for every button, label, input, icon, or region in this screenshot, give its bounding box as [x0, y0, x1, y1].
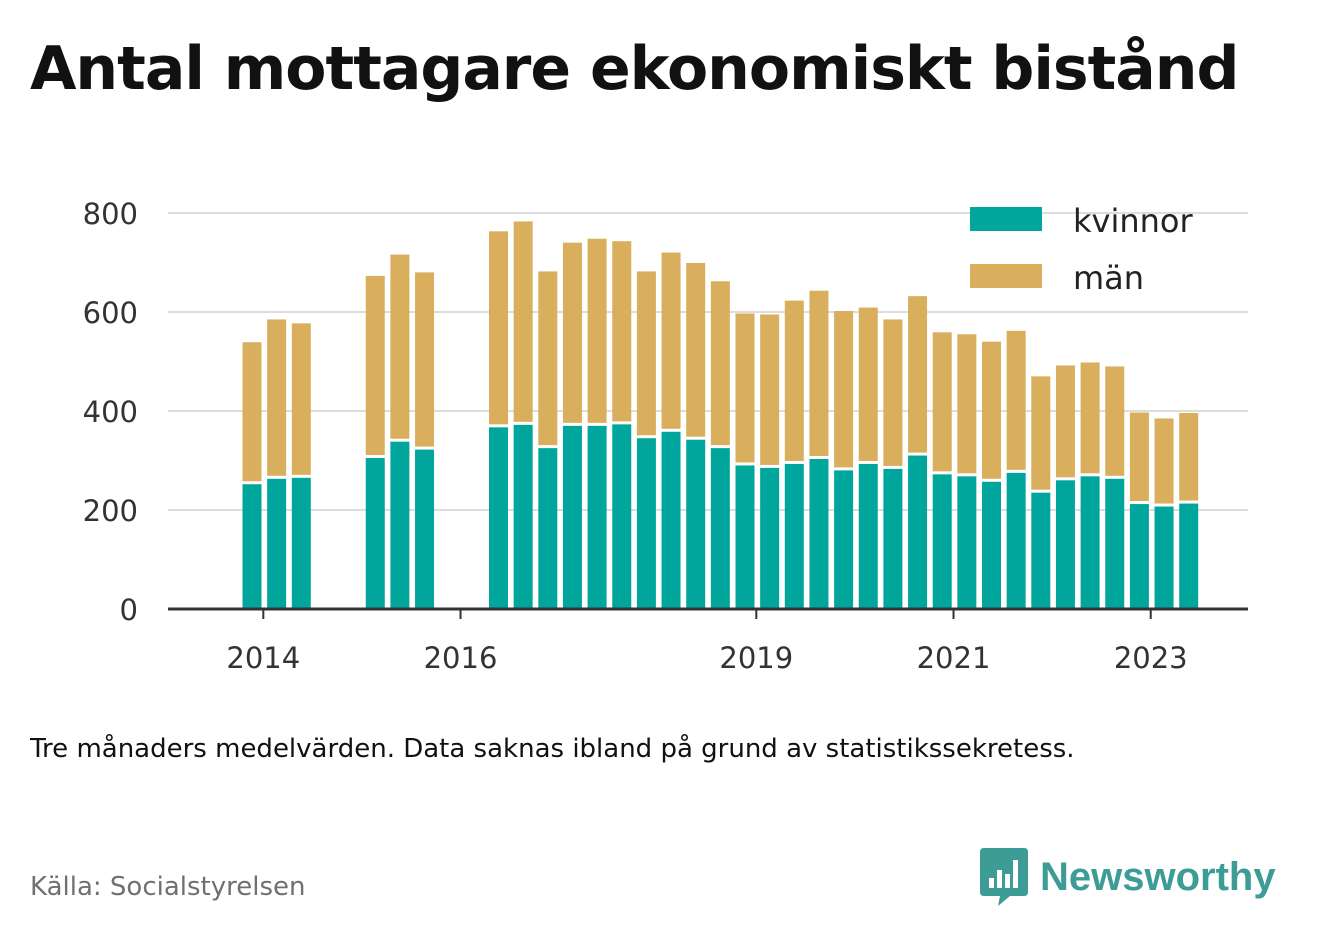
legend-swatch — [970, 207, 1042, 231]
bar-kvinnor — [1105, 478, 1125, 609]
bar-kvinnor — [1055, 480, 1075, 609]
x-tick-label: 2016 — [424, 641, 498, 675]
bar-kvinnor — [390, 441, 410, 609]
bar-man — [1154, 418, 1174, 504]
x-tick-label: 2021 — [917, 641, 991, 675]
chart-note: Tre månaders medelvärden. Data saknas ib… — [30, 734, 1075, 764]
bar-man — [390, 254, 410, 439]
bar-kvinnor — [883, 468, 903, 609]
legend: kvinnor män — [970, 202, 1194, 297]
bar-kvinnor — [957, 476, 977, 609]
bar-man — [784, 300, 804, 461]
bar-man — [1031, 376, 1051, 490]
bar-kvinnor — [710, 448, 730, 609]
bar-kvinnor — [1129, 504, 1149, 609]
bar-man — [932, 332, 952, 472]
bar-kvinnor — [587, 425, 607, 609]
bar-kvinnor — [291, 477, 311, 609]
bar-man — [883, 319, 903, 466]
bar-man — [1006, 330, 1026, 470]
bar-kvinnor — [538, 448, 558, 609]
bar-man — [1080, 362, 1100, 474]
brand-logo: Newsworthy — [980, 848, 1276, 906]
x-tick-label: 2019 — [719, 641, 793, 675]
x-tick-label: 2014 — [226, 641, 300, 675]
legend-swatch — [970, 264, 1042, 288]
bar-kvinnor — [562, 425, 582, 609]
bar-man — [636, 271, 656, 436]
bar-kvinnor — [760, 467, 780, 609]
bar-man — [1055, 365, 1075, 478]
bar-man — [710, 281, 730, 446]
bar-kvinnor — [1031, 492, 1051, 609]
bar-kvinnor — [513, 424, 533, 609]
y-axis: 0 200 400 600 800 — [83, 197, 138, 627]
bar-kvinnor — [1080, 476, 1100, 609]
bar-kvinnor — [784, 463, 804, 609]
bar-man — [686, 262, 706, 437]
bar-kvinnor — [834, 470, 854, 609]
y-tick-label: 800 — [83, 197, 138, 231]
bar-man — [242, 342, 262, 482]
bar-man — [735, 313, 755, 463]
bar-kvinnor — [267, 478, 287, 609]
bar-man — [562, 242, 582, 423]
y-tick-label: 0 — [120, 593, 138, 627]
bar-kvinnor — [1006, 472, 1026, 609]
bar-kvinnor — [365, 458, 385, 609]
source-credit: Källa: Socialstyrelsen — [30, 872, 306, 902]
bar-kvinnor — [636, 438, 656, 609]
chart-title: Antal mottagare ekonomiskt bistånd — [30, 34, 1239, 104]
bar-man — [267, 319, 287, 476]
legend-label: kvinnor — [1073, 202, 1194, 240]
y-tick-label: 200 — [83, 494, 138, 528]
bar-man — [858, 307, 878, 461]
bar-man — [661, 252, 681, 429]
bar-man — [982, 341, 1001, 479]
bar-kvinnor — [612, 424, 632, 609]
bar-man — [612, 241, 632, 422]
chart: 0 200 400 600 800 2014 2016 2019 2021 2023 kvinn… — [83, 197, 1248, 675]
bar-man — [1179, 412, 1199, 501]
y-tick-label: 600 — [83, 296, 138, 330]
x-axis: 2014 2016 2019 2021 2023 — [168, 607, 1248, 675]
bar-man — [365, 275, 385, 456]
bar-man — [1105, 366, 1125, 476]
bar-man — [415, 272, 435, 447]
bar-man — [760, 314, 780, 465]
bar-kvinnor — [686, 439, 706, 609]
bar-man — [809, 290, 829, 457]
bar-kvinnor — [1179, 503, 1199, 609]
bar-kvinnor — [809, 459, 829, 609]
bar-man — [513, 221, 533, 422]
bar-kvinnor — [735, 465, 755, 609]
y-tick-label: 400 — [83, 395, 138, 429]
bar-kvinnor — [858, 463, 878, 609]
bar-man — [538, 271, 558, 446]
legend-label: män — [1073, 259, 1144, 297]
bar-kvinnor — [1154, 506, 1174, 609]
bar-man — [834, 311, 854, 468]
x-tick-label: 2023 — [1114, 641, 1188, 675]
bar-man — [489, 231, 508, 425]
bars — [242, 221, 1199, 609]
bar-man — [908, 296, 928, 453]
bar-kvinnor — [932, 474, 952, 609]
bar-kvinnor — [982, 481, 1001, 609]
bar-kvinnor — [242, 484, 262, 609]
bar-kvinnor — [489, 427, 508, 609]
bar-man — [291, 323, 311, 475]
bar-kvinnor — [661, 431, 681, 609]
bar-man — [1129, 412, 1149, 502]
bar-man — [587, 238, 607, 423]
bar-man — [957, 334, 977, 474]
newsworthy-logo-icon — [980, 848, 1028, 906]
bar-kvinnor — [415, 449, 435, 609]
brand-name: Newsworthy — [1040, 854, 1276, 899]
bar-kvinnor — [908, 455, 928, 609]
